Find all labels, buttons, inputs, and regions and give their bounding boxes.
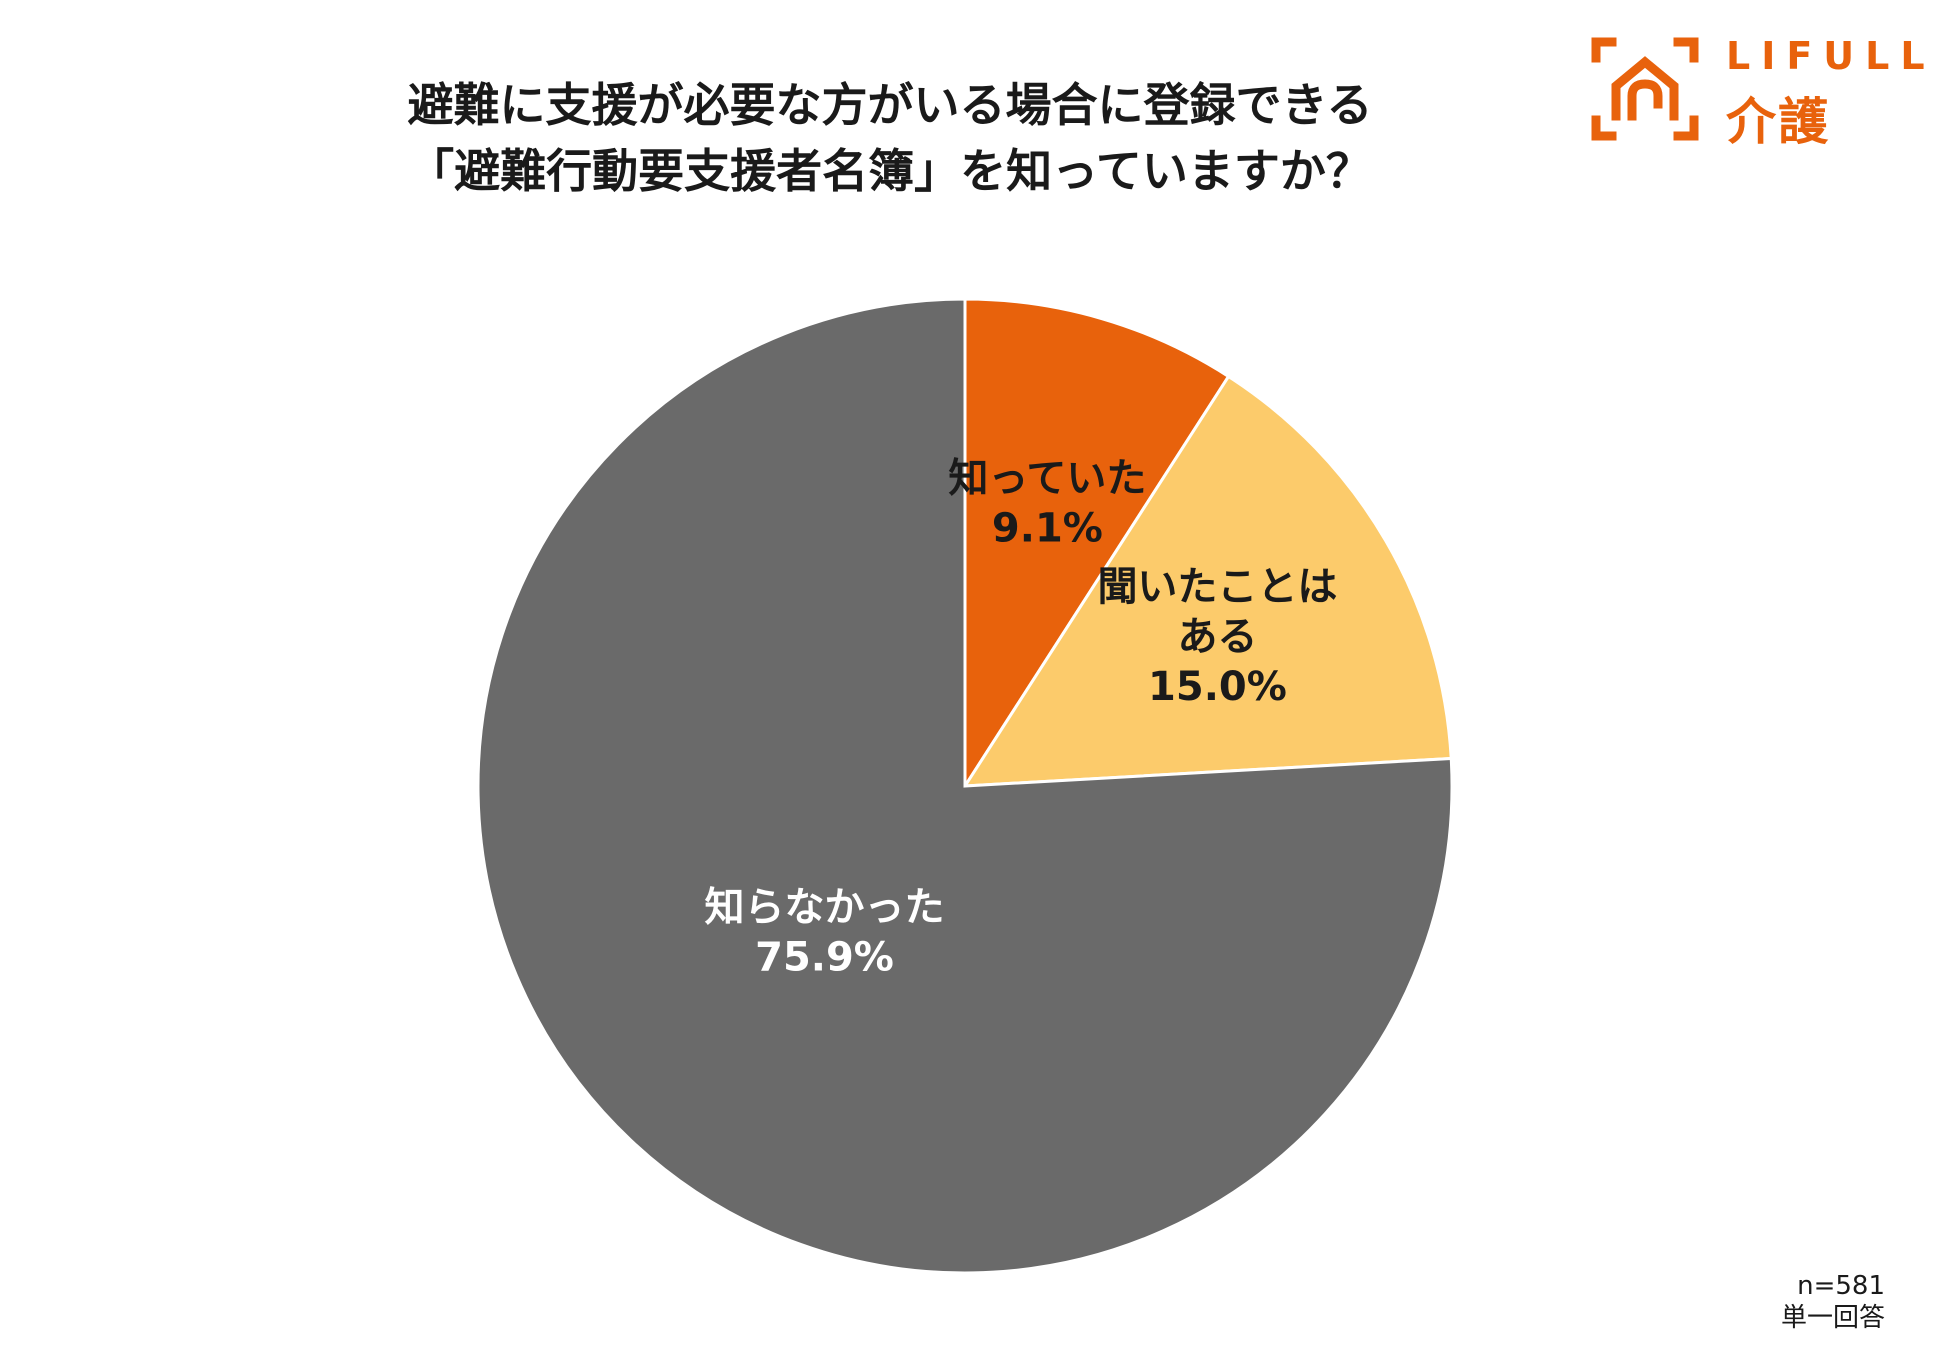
- answer-type: 単一回答: [1780, 1303, 1885, 1333]
- sample-size: n=581: [1797, 1271, 1885, 1301]
- pie-slice-0: [963, 297, 1231, 792]
- pie-slice-label-1-0: 聞いたことは: [1097, 564, 1337, 610]
- pie-slice-label-2-0: 知らなかった: [705, 885, 945, 931]
- house-bracket-icon: [1591, 37, 1699, 141]
- pie-slice-value-2: 75.9%: [755, 935, 894, 981]
- footnote: n=581 単一回答: [1781, 1270, 1885, 1334]
- chart-title: 避難に支援が必要な方がいる場合に登録できる 「避難行動要支援者名簿」を知っていま…: [340, 72, 1440, 204]
- pie-slice-value-0: 9.1%: [992, 506, 1103, 552]
- pie-slices: [476, 297, 1454, 1275]
- pie-slice-value-1: 15.0%: [1148, 664, 1287, 710]
- pie-slice-2: [476, 297, 1454, 1275]
- pie-slice-label-1-1: ある: [1177, 614, 1257, 660]
- pie-slice-label-0-0: 知っていた: [948, 456, 1146, 502]
- logo-wordmark: LIFULL: [1726, 34, 1936, 78]
- chart-title-line-1: 避難に支援が必要な方がいる場合に登録できる: [407, 78, 1373, 132]
- pie-slice-1: [962, 374, 1453, 788]
- brand-logo: LIFULL 介護: [1590, 34, 1925, 151]
- logo-subtitle: 介護: [1726, 93, 1830, 151]
- chart-title-line-2: 「避難行動要支援者名簿」を知っていますか？: [408, 144, 1372, 198]
